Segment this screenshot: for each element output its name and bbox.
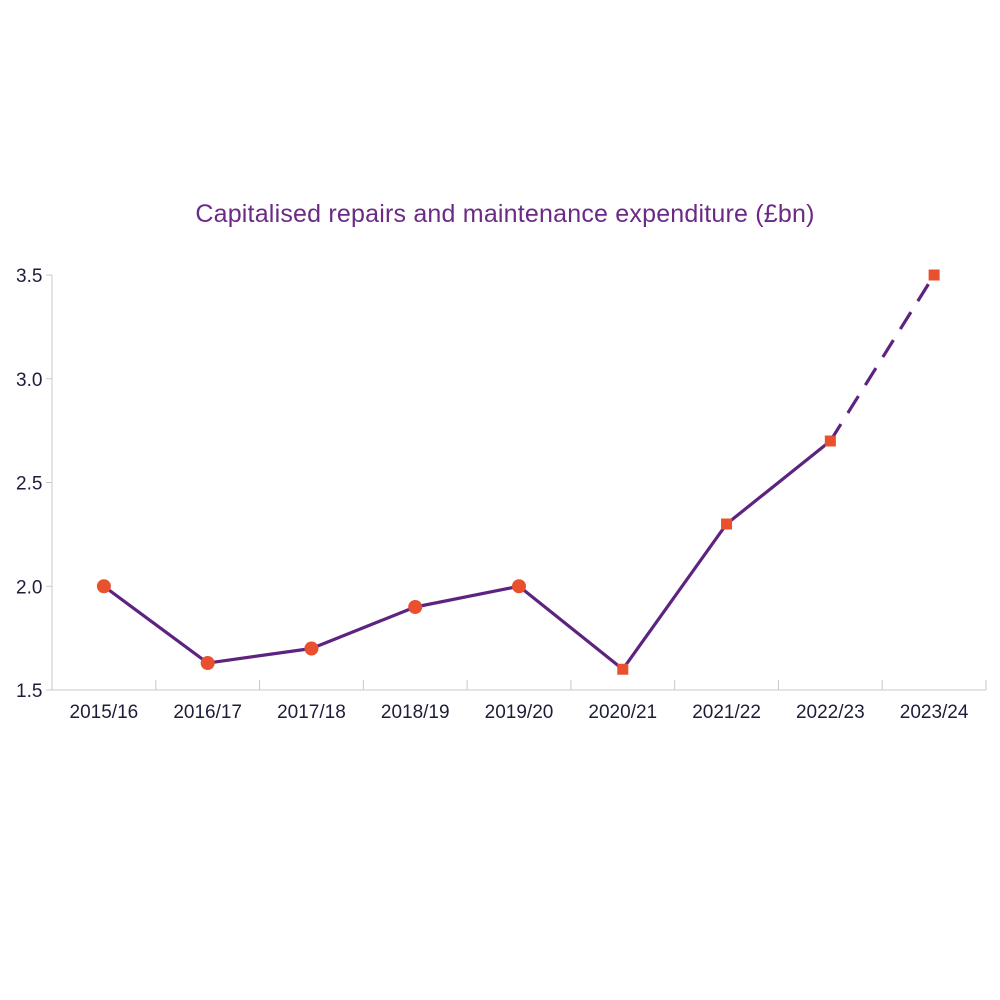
x-tick-label: 2015/16	[70, 702, 139, 723]
x-tick-label: 2022/23	[796, 702, 865, 723]
y-tick-label: 2.0	[16, 577, 42, 598]
y-tick-label: 3.0	[16, 370, 42, 391]
x-tick-label: 2017/18	[277, 702, 346, 723]
data-point-circle	[512, 579, 526, 594]
data-point-circle	[304, 641, 319, 656]
data-point-circle	[96, 579, 111, 594]
series-line-segment	[517, 584, 625, 671]
y-tick-label: 2.5	[16, 474, 42, 495]
y-tick-label: 3.5	[16, 266, 42, 287]
chart-title: Capitalised repairs and maintenance expe…	[195, 200, 815, 228]
series-line-segment	[828, 274, 936, 442]
data-point-square	[721, 518, 733, 530]
x-tick-label: 2018/19	[381, 702, 450, 723]
series-line-segment	[413, 584, 521, 609]
data-point-circle	[200, 656, 215, 671]
x-tick-label: 2020/21	[588, 702, 657, 723]
series-line-segment	[206, 646, 314, 665]
series-line-segment	[724, 439, 832, 526]
data-point-circle	[408, 600, 423, 614]
y-tick-label: 1.5	[16, 681, 42, 702]
data-point-square	[824, 435, 836, 447]
x-tick-label: 2016/17	[173, 702, 242, 723]
data-point-square	[928, 269, 940, 281]
data-point-square	[617, 663, 629, 675]
series-line-segment	[102, 584, 210, 665]
series-line-segment	[621, 522, 729, 671]
x-tick-label: 2023/24	[900, 702, 969, 723]
x-tick-label: 2019/20	[485, 702, 554, 723]
x-tick-label: 2021/22	[692, 702, 761, 723]
series-line-segment	[309, 605, 417, 651]
